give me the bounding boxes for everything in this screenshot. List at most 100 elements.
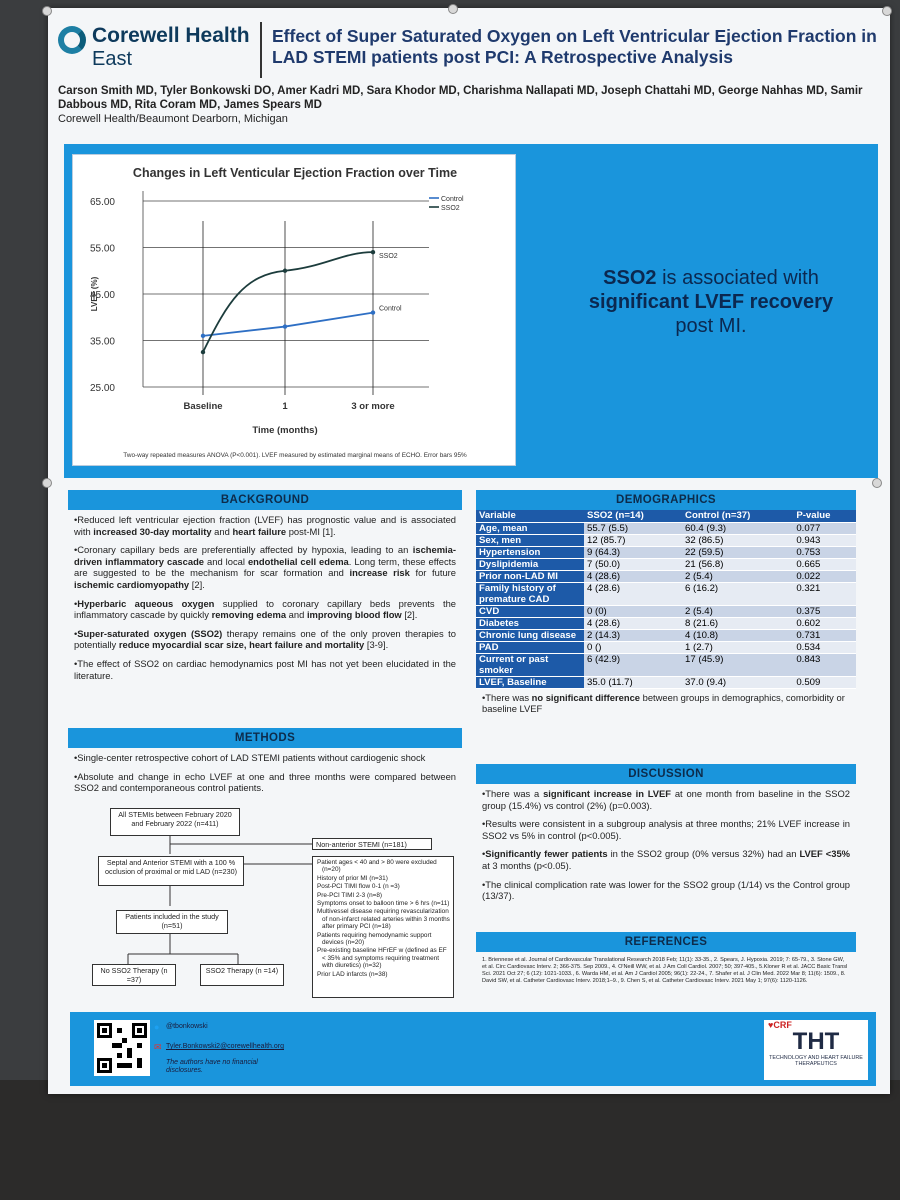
row-variable: CVD bbox=[476, 605, 584, 618]
table-cell: 4 (28.6) bbox=[584, 570, 683, 583]
table-cell: 0.843 bbox=[793, 653, 856, 677]
pushpin-icon bbox=[872, 478, 882, 488]
study-flow-diagram: All STEMIs between February 2020 and Feb… bbox=[88, 806, 460, 1002]
flow-box-all-stemis: All STEMIs between February 2020 and Feb… bbox=[110, 808, 240, 836]
background-body: •Reduced left ventricular ejection fract… bbox=[68, 510, 462, 692]
demographics-column-header: Control (n=37) bbox=[682, 510, 794, 523]
brand-name: Corewell Health bbox=[92, 24, 250, 47]
table-row: Sex, men 12 (85.7) 32 (86.5) 0.943 bbox=[476, 534, 856, 547]
table-cell: 32 (86.5) bbox=[682, 534, 794, 547]
key-message-emphasis: significant LVEF recovery bbox=[588, 291, 834, 313]
row-variable: Family history of premature CAD bbox=[476, 582, 584, 606]
brand-sub: East bbox=[92, 48, 133, 70]
demographics-note: •There was no significant difference bet… bbox=[482, 691, 845, 715]
discussion-p2: •Results were consistent in a subgroup a… bbox=[482, 818, 850, 841]
twitter-icon: ● bbox=[154, 1022, 160, 1032]
table-cell: 7 (50.0) bbox=[584, 558, 683, 571]
table-cell: 21 (56.8) bbox=[682, 558, 794, 571]
row-variable: Sex, men bbox=[476, 534, 584, 547]
background-p1: •Reduced left ventricular ejection fract… bbox=[74, 514, 456, 537]
data-point-control bbox=[200, 333, 206, 339]
flow-box-no-sso2: No SSO2 Therapy (n =37) bbox=[92, 964, 176, 986]
table-cell: 0.602 bbox=[793, 617, 856, 630]
key-message-text: is associated with bbox=[656, 267, 819, 289]
data-point-sso2 bbox=[370, 249, 376, 255]
discussion-p4: •The clinical complication rate was lowe… bbox=[482, 878, 850, 902]
row-variable: Age, mean bbox=[476, 522, 584, 535]
series-line-control bbox=[202, 311, 374, 337]
pushpin-icon bbox=[448, 4, 458, 14]
poster-title: Effect of Super Saturated Oxygen on Left… bbox=[272, 26, 877, 67]
table-cell: 2 (5.4) bbox=[682, 605, 794, 618]
demographics-section: DEMOGRAPHICS Variable SSO2 (n=14) Control … bbox=[476, 490, 856, 719]
y-tick-label: 35.00 bbox=[90, 337, 115, 348]
lvef-chart: Changes in Left Venticular Ejection Frac… bbox=[72, 154, 516, 466]
x-tick-label: 3 or more bbox=[351, 401, 394, 412]
table-cell: 17 (45.9) bbox=[682, 653, 794, 677]
references-section: REFERENCES 1. Briennese et al. Journal o… bbox=[476, 932, 856, 989]
table-cell: 6 (42.9) bbox=[584, 653, 683, 677]
exclusion-item: Symptoms onset to balloon time > 6 hrs (… bbox=[317, 900, 450, 908]
exclusion-item: Prior LAD infarcts (n=38) bbox=[317, 970, 388, 978]
table-cell: 1 (2.7) bbox=[682, 641, 794, 654]
email-link[interactable]: Tyler.Bonkowski2@corewellhealth.org bbox=[166, 1043, 284, 1050]
tht-logo: ♥CRF THT TECHNOLOGY AND HEART FAILURE TH… bbox=[764, 1020, 868, 1080]
table-row: CVD 0 (0) 2 (5.4) 0.375 bbox=[476, 605, 856, 618]
table-cell: 6 (16.2) bbox=[682, 582, 794, 606]
discussion-section: DISCUSSION •There was a significant incr… bbox=[476, 764, 856, 913]
email-icon: ✉ bbox=[154, 1042, 162, 1052]
exclusion-item: Pre-PCI TIMI 2-3 (n=8) bbox=[317, 891, 383, 899]
background-p2: •Coronary capillary beds are preferentia… bbox=[74, 544, 456, 590]
row-variable: Hypertension bbox=[476, 546, 584, 559]
disclosure-text: The authors have no financial disclosure… bbox=[166, 1059, 258, 1074]
qr-code-icon[interactable] bbox=[94, 1020, 150, 1076]
flow-box-sso2: SSO2 Therapy (n =14) bbox=[200, 964, 284, 986]
chart-footnote: Two-way repeated measures ANOVA (P<0.001… bbox=[123, 452, 467, 459]
table-cell: 0.077 bbox=[793, 522, 856, 535]
table-cell: 0 () bbox=[584, 641, 683, 654]
table-cell: 0.534 bbox=[793, 641, 856, 654]
table-cell: 0.509 bbox=[793, 676, 856, 689]
flow-box-anterior-stemi: Septal and Anterior STEMI with a 100 % o… bbox=[98, 856, 244, 886]
demographics-column-header: Variable bbox=[476, 510, 584, 523]
background-p4: •Super-saturated oxygen (SSO2) therapy r… bbox=[74, 627, 456, 651]
demographics-heading: DEMOGRAPHICS bbox=[476, 490, 856, 510]
methods-heading: METHODS bbox=[68, 728, 462, 748]
pushpin-icon bbox=[882, 6, 892, 16]
twitter-handle[interactable]: @tbonkowski bbox=[166, 1023, 208, 1030]
references-heading: REFERENCES bbox=[476, 932, 856, 952]
table-row: Dyslipidemia 7 (50.0) 21 (56.8) 0.665 bbox=[476, 558, 856, 571]
series-annotation: SSO2 bbox=[379, 253, 398, 260]
data-point-sso2 bbox=[200, 349, 206, 355]
row-variable: Current or past smoker bbox=[476, 653, 584, 677]
background-p5: •The effect of SSO2 on cardiac hemodynam… bbox=[74, 657, 456, 681]
row-variable: Chronic lung disease bbox=[476, 629, 584, 642]
flow-connectors bbox=[127, 836, 312, 964]
row-variable: Diabetes bbox=[476, 617, 584, 630]
table-row: LVEF, Baseline 35.0 (11.7) 37.0 (9.4) 0.509 bbox=[476, 676, 856, 689]
table-cell: 0.943 bbox=[793, 534, 856, 547]
methods-p2: •Absolute and change in echo LVEF at one… bbox=[74, 770, 456, 794]
demographics-table: Variable SSO2 (n=14) Control (n=37) P-value… bbox=[476, 510, 856, 689]
key-message-sso2: SSO2 bbox=[603, 267, 657, 289]
lvef-chart-svg: Changes in Left Venticular Ejection Frac… bbox=[90, 166, 467, 459]
row-variable: Dyslipidemia bbox=[476, 558, 584, 571]
x-tick-label: Baseline bbox=[183, 401, 222, 412]
legend-label: Control bbox=[441, 196, 464, 203]
results-banner: Changes in Left Venticular Ejection Frac… bbox=[64, 144, 878, 478]
y-tick-label: 55.00 bbox=[90, 244, 115, 255]
chart-title: Changes in Left Venticular Ejection Frac… bbox=[133, 166, 457, 180]
series-annotation: Control bbox=[379, 306, 402, 313]
demographics-column-header: SSO2 (n=14) bbox=[584, 510, 683, 523]
row-variable: PAD bbox=[476, 641, 584, 654]
table-cell: 8 (21.6) bbox=[682, 617, 794, 630]
methods-section: METHODS •Single-center retrospective coh… bbox=[68, 728, 462, 805]
key-message: SSO2 is associated with significant LVEF… bbox=[576, 266, 846, 338]
table-cell: 55.7 (5.5) bbox=[584, 522, 683, 535]
table-cell: 12 (85.7) bbox=[584, 534, 683, 547]
x-axis-label: Time (months) bbox=[252, 425, 317, 436]
table-cell: 35.0 (11.7) bbox=[584, 676, 683, 689]
row-variable: Prior non-LAD MI bbox=[476, 570, 584, 583]
exclusion-item: Patients requiring hemodynamic support d… bbox=[317, 931, 432, 947]
authors: Carson Smith MD, Tyler Bonkowski DO, Ame… bbox=[58, 85, 863, 111]
